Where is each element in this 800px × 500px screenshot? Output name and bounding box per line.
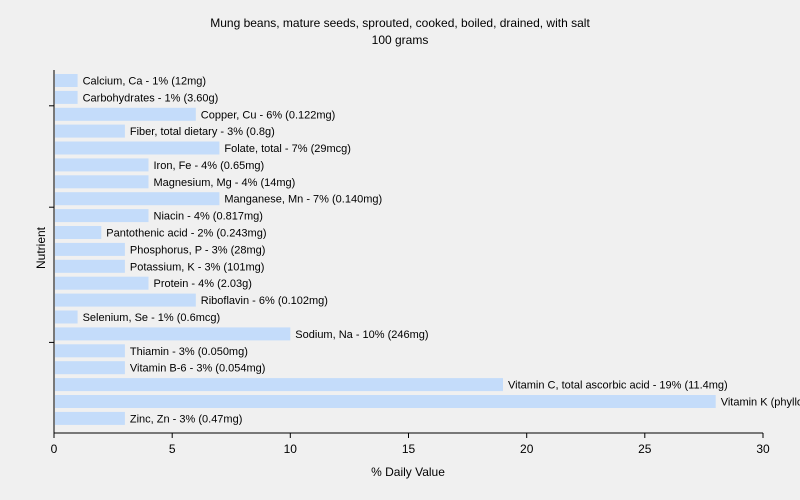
- chart-title: Mung beans, mature seeds, sprouted, cook…: [210, 16, 590, 30]
- bar-label: Folate, total - 7% (29mcg): [224, 143, 351, 155]
- x-tick-label: 15: [402, 442, 416, 456]
- bar-label: Vitamin B-6 - 3% (0.054mg): [130, 363, 266, 375]
- bar: [55, 192, 220, 206]
- bar-label: Vitamin C, total ascorbic acid - 19% (11…: [508, 380, 728, 392]
- bar: [55, 327, 291, 341]
- bar-label: Selenium, Se - 1% (0.6mcg): [83, 312, 221, 324]
- bar-label: Phosphorus, P - 3% (28mg): [130, 244, 266, 256]
- bar: [55, 395, 716, 408]
- bars-group: Calcium, Ca - 1% (12mg) Carbohydrates - 1…: [55, 74, 800, 425]
- bar-label: Copper, Cu - 6% (0.122mg): [201, 109, 336, 121]
- x-ticks-group: 0 5 10 15 20 25 30: [51, 433, 770, 456]
- bar: [55, 276, 149, 290]
- bar: [55, 175, 149, 189]
- bar-label: Protein - 4% (2.03g): [154, 278, 252, 290]
- bar-label: Pantothenic acid - 2% (0.243mg): [106, 228, 266, 240]
- bar: [55, 293, 196, 307]
- bar-label: Manganese, Mn - 7% (0.140mg): [224, 194, 382, 206]
- bar-label: Thiamin - 3% (0.050mg): [130, 346, 248, 358]
- bar: [55, 141, 220, 155]
- bar: [55, 107, 196, 121]
- x-tick-label: 5: [169, 442, 176, 456]
- bar: [55, 124, 125, 138]
- bar-label: Fiber, total dietary - 3% (0.8g): [130, 126, 275, 138]
- bar-label: Calcium, Ca - 1% (12mg): [83, 76, 206, 88]
- x-tick-label: 10: [284, 442, 298, 456]
- bar-label: Potassium, K - 3% (101mg): [130, 261, 265, 273]
- bar: [55, 226, 102, 239]
- x-tick-label: 30: [756, 442, 770, 456]
- bar: [55, 344, 125, 358]
- bar: [55, 242, 125, 256]
- bar: [55, 378, 503, 392]
- bar-label: Sodium, Na - 10% (246mg): [295, 329, 428, 341]
- bar: [55, 209, 149, 223]
- bar-label: Iron, Fe - 4% (0.65mg): [154, 160, 265, 172]
- bar: [55, 310, 78, 324]
- bar: [55, 90, 78, 104]
- bar: [55, 74, 78, 87]
- bar: [55, 158, 149, 172]
- bar: [55, 259, 125, 273]
- x-axis-label: % Daily Value: [371, 465, 445, 479]
- x-tick-label: 25: [638, 442, 652, 456]
- chart-subtitle: 100 grams: [372, 33, 429, 47]
- x-tick-label: 20: [520, 442, 534, 456]
- bar-label: Niacin - 4% (0.817mg): [154, 211, 263, 223]
- x-tick-label: 0: [51, 442, 58, 456]
- bar-label: Vitamin K (phylloquinone) - 28% (22.7mcg…: [721, 397, 800, 409]
- bar: [55, 361, 125, 375]
- bar: [55, 411, 125, 425]
- y-axis-label: Nutrient: [34, 226, 48, 269]
- bar-label: Zinc, Zn - 3% (0.47mg): [130, 413, 242, 425]
- bar-label: Carbohydrates - 1% (3.60g): [83, 92, 219, 104]
- bar-label: Magnesium, Mg - 4% (14mg): [154, 177, 296, 189]
- y-ticks-group: [49, 105, 54, 343]
- bar-label: Riboflavin - 6% (0.102mg): [201, 295, 328, 307]
